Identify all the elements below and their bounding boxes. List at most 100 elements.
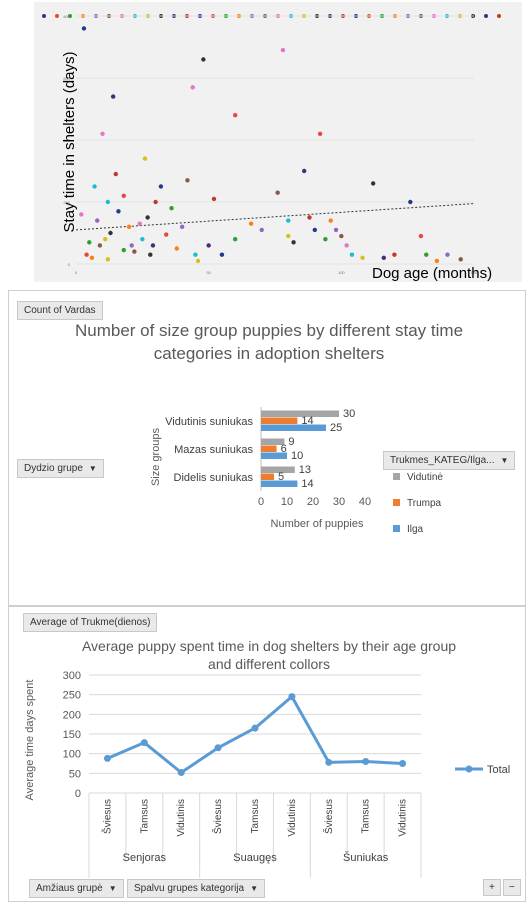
legend-label: Ilga [407,524,424,535]
data-label: 13 [299,464,311,476]
scatter-point [301,168,307,174]
line-value-field-label: Average of Trukme(dienos) [30,617,151,628]
legend-dot [42,14,46,18]
category-label: Šviesus [211,799,224,834]
y-tick-label: 300 [63,670,81,682]
value-field-label: Count of Vardas [24,305,96,316]
scatter-point [458,257,463,262]
data-label: 10 [291,450,303,462]
scatter-point [445,252,450,257]
legend-dot [55,14,59,18]
minus-icon: − [509,882,515,893]
average-trukme-field-button[interactable]: Average of Trukme(dienos) [23,613,158,632]
scatter-point [360,255,365,260]
category-label: Vidutinis suniukas [165,416,253,428]
scatter-point [434,258,440,264]
category-label: Šviesus [100,799,113,834]
pivot-bar-chart-panel: Count of Vardas Number of size group pup… [8,290,526,606]
expand-button[interactable]: + [483,879,501,896]
scatter-point [275,190,280,195]
category-label: Šviesus [322,799,335,834]
scatter-point [153,199,158,205]
y-tick-label: 250 [63,690,81,702]
bar [261,452,287,459]
scatter-point [87,240,92,245]
scatter-point [349,252,355,257]
scatter-point [108,230,113,236]
pivot-line-chart-panel: Average of Trukme(dienos) Average puppy … [8,606,526,902]
y-tick-label: 800 [63,14,70,19]
bar-chart-title: Number of size group puppies by differen… [74,321,464,363]
legend-swatch [393,525,400,532]
collapse-button[interactable]: − [503,879,521,896]
row-field-label: Dydzio grupe [24,463,83,474]
trendline [75,203,475,231]
scatter-point [129,243,134,248]
category-label: Vidutinis [176,799,187,837]
data-label: 14 [301,478,313,490]
x-axis-label: Number of puppies [271,518,364,530]
scatter-point [408,199,413,205]
series-line [106,694,403,775]
y-tick-label: 0 [68,262,71,267]
scatter-point [145,215,150,220]
bar [261,417,298,424]
x-tick-label: 20 [307,496,319,508]
dydzio-grupe-field-button[interactable]: Dydzio grupe ▼ [17,459,104,478]
series-point [288,693,296,701]
bar [261,438,285,445]
scatter-point [140,237,145,242]
scatter-point [195,258,201,264]
bar [261,473,274,480]
series-point [399,760,407,767]
category-label: Tamsus [361,799,372,833]
scatter-point [291,240,296,245]
category-label: Vidutinis [287,799,298,837]
scatter-point [137,221,142,226]
axis-field-label: Spalvu grupes kategorija [134,883,245,894]
scatter-point [392,252,397,257]
scatter-point [233,237,238,242]
dropdown-arrow-icon: ▼ [88,464,97,473]
scatter-point [344,243,349,248]
data-label: 30 [343,408,355,420]
legend-label: Trumpa [407,498,442,509]
scatter-point [113,171,119,177]
scatter-point [333,227,339,233]
scatter-point [126,224,132,229]
scatter-point [201,57,206,62]
y-tick-label: 50 [69,768,81,780]
scatter-point [193,252,198,257]
bar [261,424,326,431]
scatter-point [89,255,95,260]
scatter-point [323,237,328,242]
bar [261,445,277,452]
spalvu-grupes-field-button[interactable]: Spalvu grupes kategorija ▼ [127,879,265,898]
data-label: 9 [288,436,294,448]
y-axis-label: Stay time in shelters (days) [61,52,78,233]
bar [261,466,295,473]
scatter-point [418,233,424,239]
scatter-point [233,113,238,118]
series-point [177,769,185,777]
category-label: Mazas suniukas [174,444,253,456]
line-chart-title: Average puppy spent time in dog shelters… [81,638,457,672]
scatter-point [370,181,376,186]
y-tick-label: 600 [63,76,70,81]
scatter-point [121,193,126,198]
scatter-point [132,249,137,254]
amziaus-grupe-field-button[interactable]: Amžiaus grupė ▼ [29,879,124,898]
y-axis-label: Size groups [150,427,162,486]
scatter-point [307,215,312,220]
count-of-vardas-field-button[interactable]: Count of Vardas [17,301,103,320]
dropdown-arrow-icon: ▼ [250,884,258,893]
bar-chart: 0 10 20 30 40 Vidutinis suniukas 30 14 25 Mazas s… [150,407,443,535]
scatter-point [328,218,333,223]
scatter-point [79,212,84,217]
series-point [251,724,259,732]
legend-field-button[interactable]: Trukmes_KATEG/Ilga... ▼ [383,451,516,470]
scatter-point [286,233,291,239]
group-label: Suaugęs [233,852,277,864]
scatter-point [121,247,126,253]
scatter-point [179,224,185,229]
